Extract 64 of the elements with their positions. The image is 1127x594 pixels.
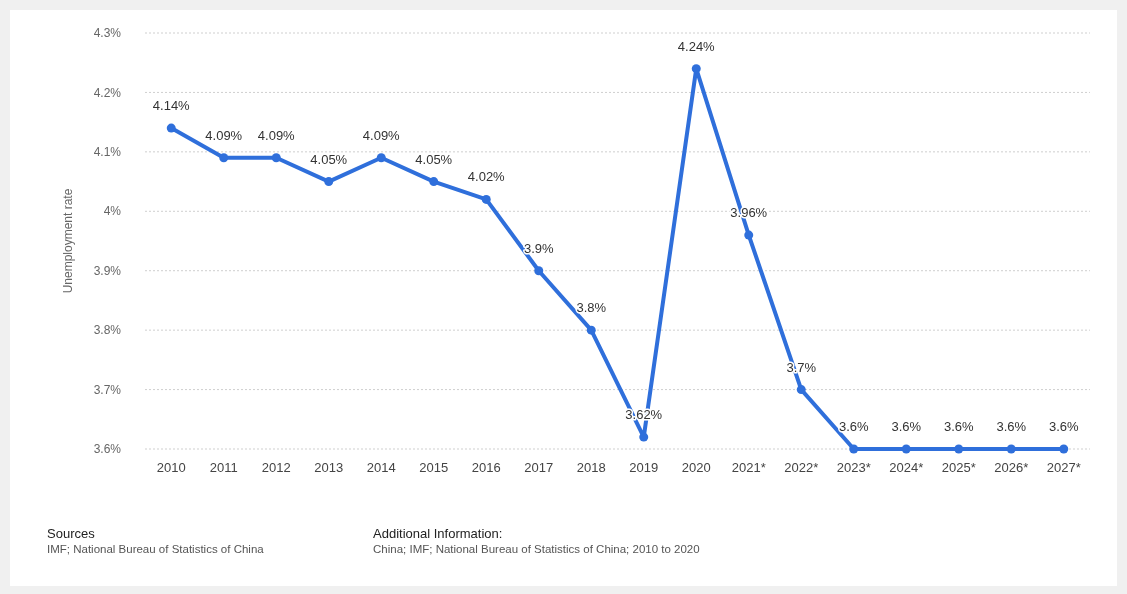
- point: [586, 325, 596, 335]
- x-tick-label: 2011: [209, 460, 238, 475]
- point: [901, 444, 911, 454]
- data-label: 4.09%: [205, 127, 243, 143]
- text: Additional Information:: [373, 526, 503, 541]
- x-tick-label: 2025*: [941, 460, 976, 475]
- y-tick-label: 4.1%: [93, 145, 122, 160]
- data-label: 4.24%: [677, 38, 716, 54]
- x-tick-label: 2013: [314, 460, 344, 475]
- y-tick-label: 4.3%: [93, 26, 122, 41]
- point: [639, 432, 649, 442]
- x-tick-label: 2016: [471, 460, 501, 475]
- y-tick-label: 3.8%: [93, 323, 122, 338]
- text: Sources: [47, 526, 96, 541]
- x-tick-label: 2012: [261, 460, 291, 475]
- x-tick-label: 2017: [524, 460, 554, 475]
- point: [1006, 444, 1016, 454]
- data-label: 4.14%: [152, 98, 191, 114]
- y-tick-label: 3.7%: [93, 382, 122, 397]
- point: [324, 177, 334, 187]
- x-tick-label: 2027*: [1046, 460, 1081, 475]
- y-tick-label: 4.2%: [93, 85, 122, 100]
- data-label: 3.6%: [838, 419, 869, 434]
- point: [219, 153, 229, 163]
- x-tick-label: 2010: [156, 460, 186, 475]
- data-label: 3.8%: [576, 300, 607, 316]
- point: [744, 230, 754, 240]
- x-tick-label: 2015: [419, 460, 449, 475]
- x-tick-label: 2021*: [731, 460, 766, 475]
- data-label: 4.09%: [257, 127, 296, 143]
- point: [534, 266, 544, 276]
- y-tick-label: 4%: [103, 204, 122, 219]
- point: [691, 64, 701, 74]
- point: [376, 153, 386, 163]
- point: [1059, 444, 1069, 454]
- y-tick-label: 3.6%: [93, 442, 122, 457]
- x-tick-label: 2014: [366, 460, 396, 475]
- data-label: 3.6%: [943, 419, 974, 434]
- x-tick-label: 2020: [681, 460, 711, 475]
- point: [849, 444, 859, 454]
- point: [481, 194, 491, 204]
- point: [271, 153, 281, 163]
- data-label: 3.6%: [996, 419, 1027, 434]
- text: IMF; National Bureau of Statistics of China: [47, 543, 265, 555]
- point: [796, 385, 806, 395]
- y-tick-label: 3.9%: [93, 263, 122, 278]
- x-tick-label: 2026*: [994, 460, 1029, 475]
- point: [429, 177, 439, 187]
- data-label: 4.05%: [415, 151, 453, 167]
- data-label: 4.09%: [362, 127, 401, 143]
- point: [166, 123, 176, 133]
- data-label: 4.02%: [467, 169, 506, 185]
- data-label: 4.05%: [310, 151, 348, 167]
- data-label: 3.9%: [523, 240, 554, 256]
- x-tick-label: 2023*: [836, 460, 871, 475]
- x-tick-label: 2018: [576, 460, 606, 475]
- y-axis-title: Unemployment rate: [61, 188, 75, 294]
- text: China; IMF; National Bureau of Statistics of China; 2010 to 2020: [373, 543, 700, 555]
- point: [954, 444, 964, 454]
- x-tick-label: 2019: [629, 460, 659, 475]
- x-tick-label: 2024*: [889, 460, 924, 475]
- x-tick-label: 2022*: [784, 460, 819, 475]
- data-label: 3.6%: [891, 419, 922, 434]
- data-label: 3.6%: [1048, 419, 1079, 434]
